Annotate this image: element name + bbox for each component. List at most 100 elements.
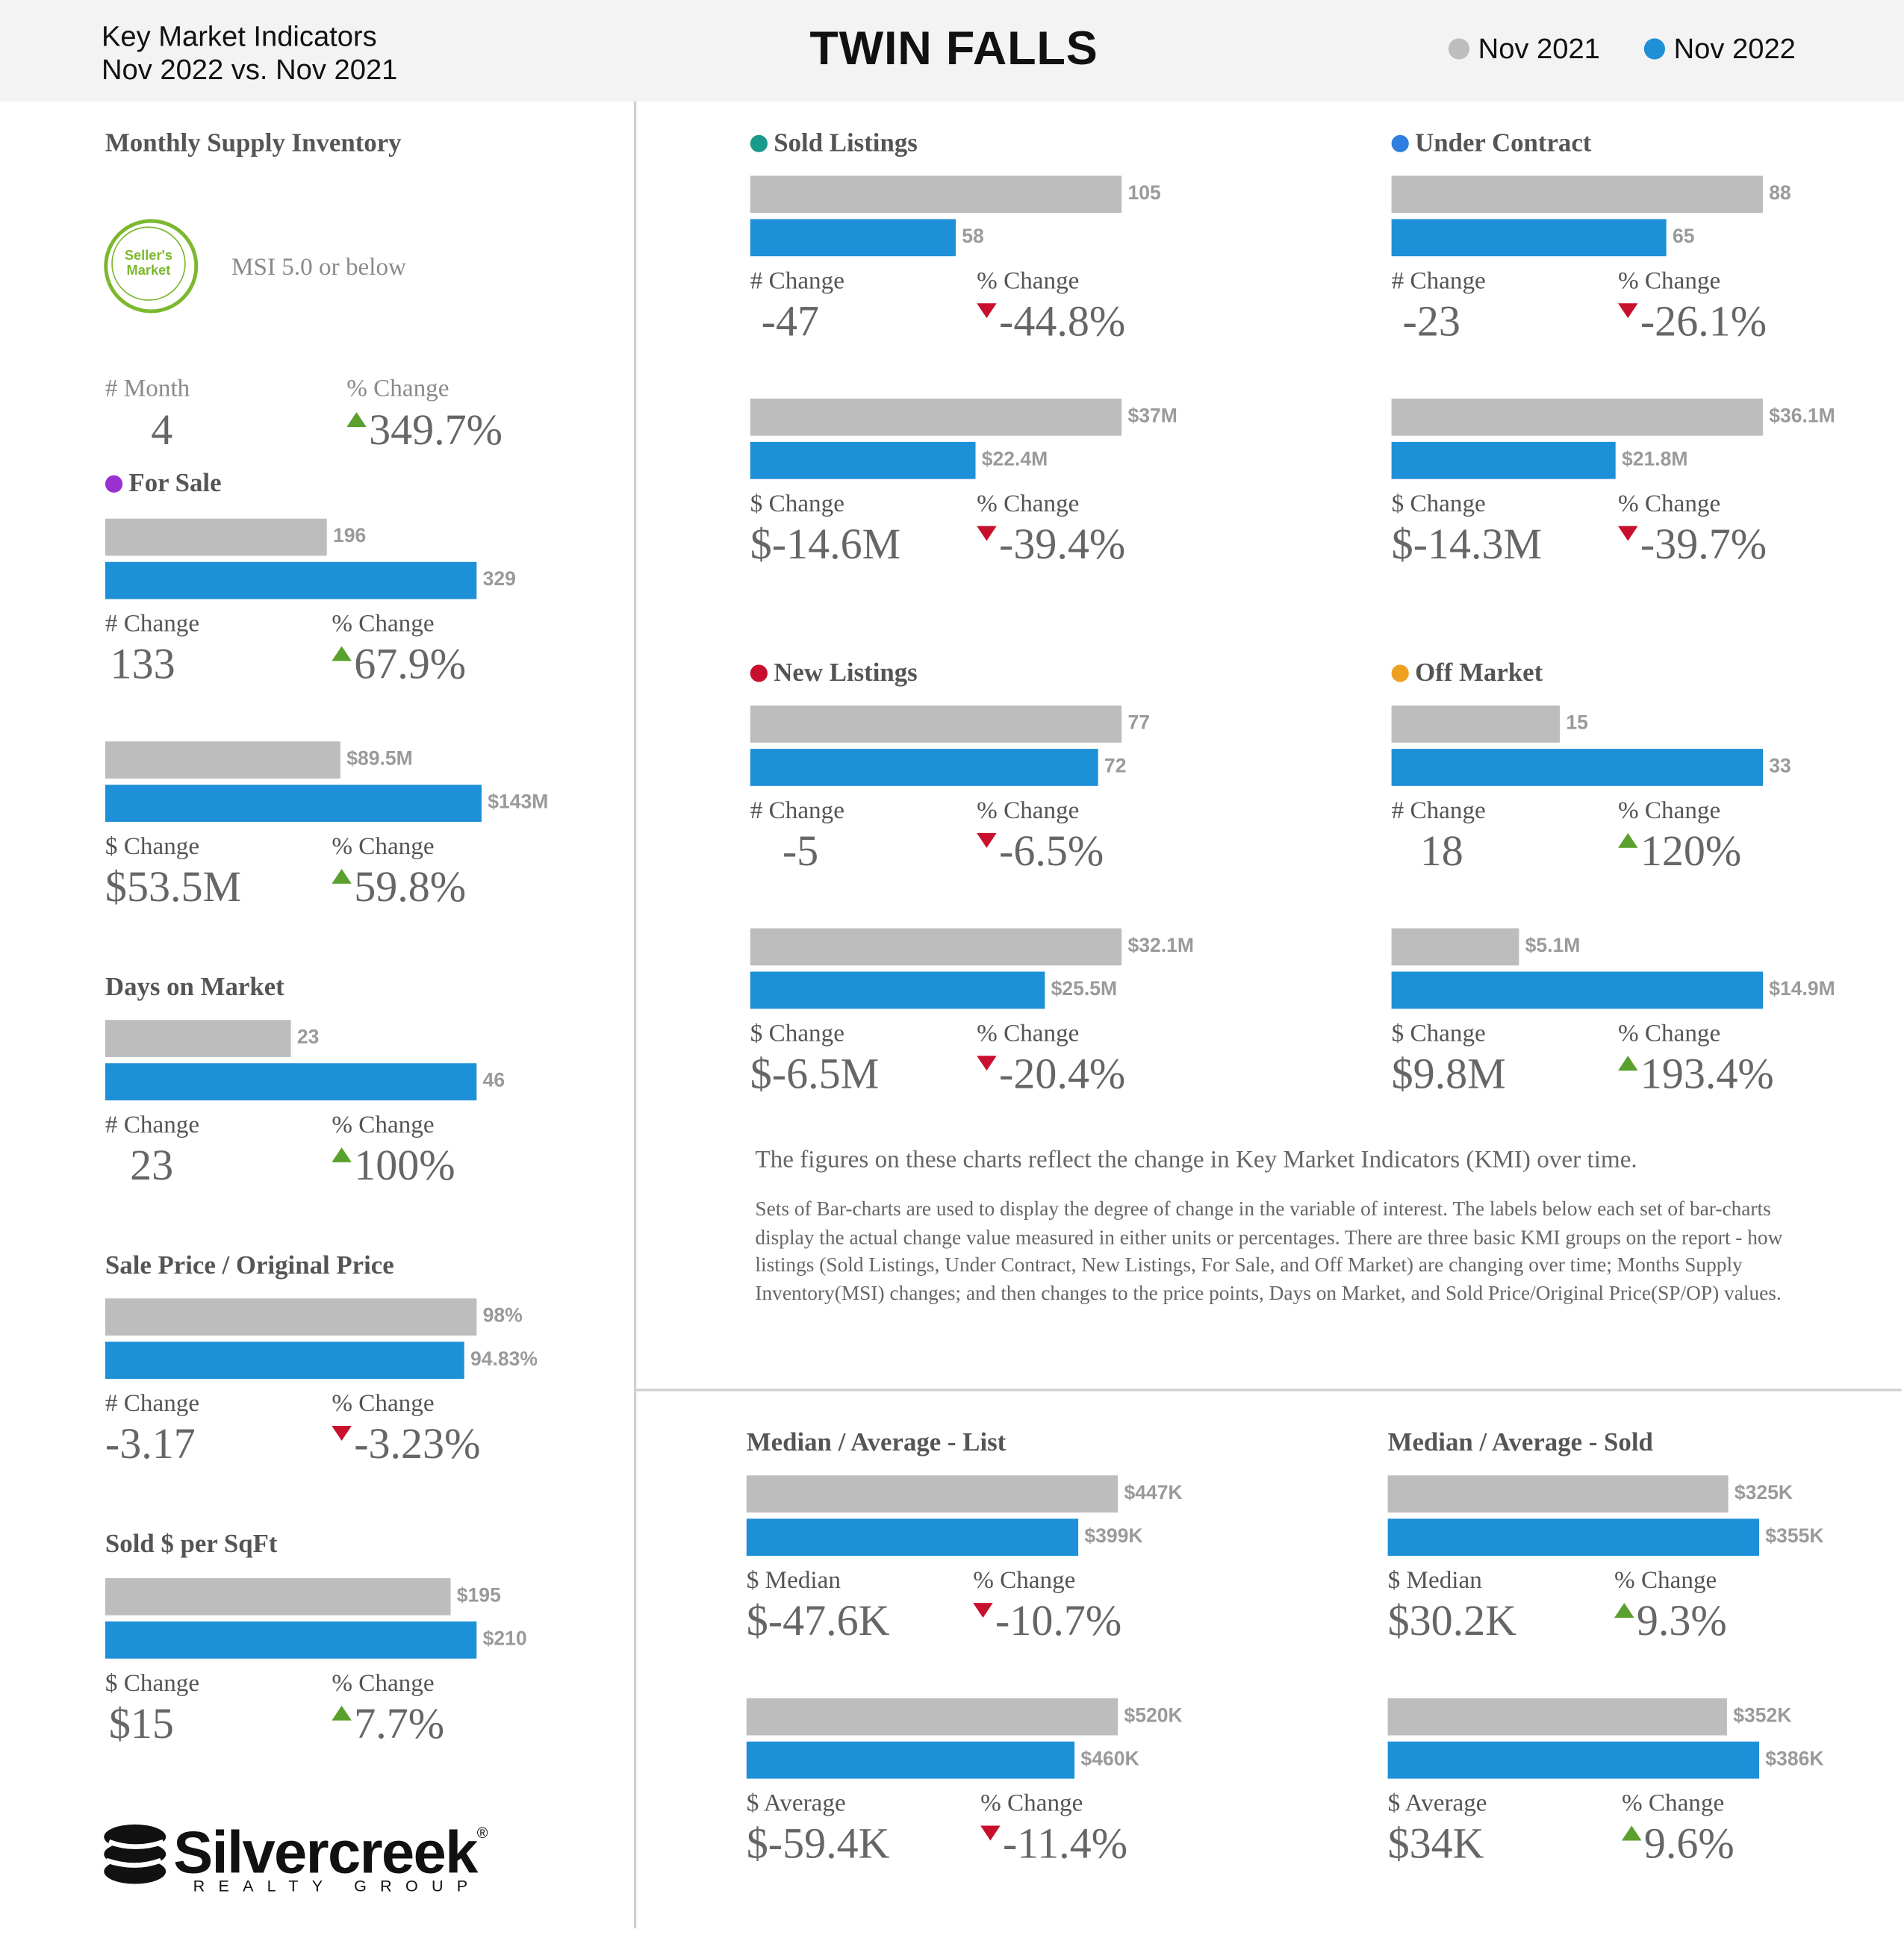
- bar-nov2021: [750, 928, 1122, 966]
- bar-value-label: $21.8M: [1621, 449, 1688, 471]
- chart-title: Days on Market: [105, 972, 284, 1003]
- bar-nov2022: [1391, 219, 1667, 257]
- page-title: TWIN FALLS: [809, 23, 1098, 76]
- up-arrow-icon: [1614, 1603, 1634, 1618]
- up-arrow-icon: [1618, 832, 1638, 848]
- change-value: 23: [130, 1141, 174, 1190]
- pct-change: -3.23%: [332, 1420, 480, 1469]
- legend-dot-icon: [1448, 38, 1470, 60]
- pct-change-value: -20.4%: [999, 1049, 1126, 1098]
- bar-value-label: 105: [1127, 183, 1161, 205]
- down-arrow-icon: [332, 1426, 352, 1441]
- change-label: $ Change: [750, 490, 844, 518]
- pct-change: 120%: [1618, 827, 1741, 876]
- change-label: $ Change: [1391, 1020, 1486, 1047]
- bar-value-label: $352K: [1733, 1705, 1792, 1727]
- chart-title-text: Sold Listings: [774, 127, 918, 158]
- pct-change-value: -11.4%: [1002, 1819, 1128, 1868]
- bar-value-label: $386K: [1765, 1748, 1824, 1770]
- pct-change: 100%: [332, 1141, 455, 1191]
- pct-change-value: 100%: [354, 1141, 455, 1190]
- bar-value-label: $37M: [1127, 405, 1177, 428]
- bar-value-label: $399K: [1084, 1526, 1143, 1548]
- pct-change: -11.4%: [980, 1819, 1127, 1869]
- bar-nov2022: [1387, 1741, 1760, 1779]
- bar-value-label: 33: [1769, 756, 1791, 778]
- pct-change-label: % Change: [1614, 1567, 1717, 1595]
- legend-dot-icon: [1643, 38, 1666, 60]
- bar-value-label: $25.5M: [1051, 979, 1118, 1000]
- change-value: 133: [110, 640, 175, 688]
- pct-change-label: % Change: [1618, 490, 1721, 518]
- change-label: # Change: [750, 797, 844, 825]
- msi-pct-change: 349.7%: [346, 406, 503, 455]
- down-arrow-icon: [977, 1056, 997, 1071]
- down-arrow-icon: [977, 526, 997, 541]
- change-label: # Change: [105, 610, 200, 638]
- up-arrow-icon: [346, 412, 367, 428]
- bar-nov2021: [750, 705, 1122, 743]
- chart-title-text: Under Contract: [1415, 127, 1592, 158]
- chart-title-text: Days on Market: [105, 971, 284, 1002]
- change-value: $-14.6M: [750, 520, 901, 569]
- pct-change-label: % Change: [1618, 267, 1721, 295]
- pct-change-label: % Change: [332, 832, 435, 861]
- pct-change: 193.4%: [1618, 1050, 1774, 1099]
- logo-registered: ®: [476, 1824, 488, 1842]
- chart-title-text: Median / Average - List: [746, 1427, 1007, 1457]
- change-label: $ Average: [746, 1789, 846, 1817]
- bar-nov2021: [746, 1698, 1119, 1736]
- bar-value-label: 46: [482, 1071, 505, 1092]
- pct-change-value: -26.1%: [1640, 296, 1767, 346]
- legend-item-nov2022: Nov 2022: [1643, 32, 1796, 66]
- change-value: $-47.6K: [746, 1596, 890, 1645]
- legend-label: Nov 2021: [1478, 32, 1600, 65]
- bar-nov2022: [1387, 1518, 1760, 1557]
- bar-value-label: 72: [1104, 756, 1127, 778]
- bullet-dot-icon: [750, 664, 768, 682]
- change-value: -47: [761, 296, 820, 346]
- pct-change: -26.1%: [1618, 297, 1767, 346]
- pct-change-label: % Change: [973, 1567, 1076, 1595]
- change-label: $ Median: [1387, 1567, 1482, 1595]
- pct-change-value: 120%: [1640, 826, 1742, 876]
- pct-change-label: % Change: [980, 1789, 1083, 1817]
- logo-wordmark: Silvercreek®: [173, 1819, 488, 1887]
- logo-subtext: REALTY GROUP: [193, 1876, 482, 1895]
- change-value: -23: [1402, 296, 1460, 346]
- pct-change-value: 7.7%: [354, 1699, 445, 1748]
- chart-title: New Listings: [750, 657, 918, 688]
- change-label: # Change: [105, 1389, 200, 1418]
- pct-change-value: 59.8%: [354, 862, 467, 912]
- bullet-dot-icon: [1391, 134, 1409, 152]
- down-arrow-icon: [977, 832, 997, 848]
- bar-nov2022: [105, 785, 482, 822]
- change-label: # Change: [1391, 267, 1486, 295]
- up-arrow-icon: [332, 646, 352, 661]
- change-label: $ Average: [1387, 1789, 1487, 1817]
- down-arrow-icon: [1618, 303, 1638, 319]
- pct-change-label: % Change: [1618, 797, 1721, 825]
- bullet-dot-icon: [105, 474, 123, 493]
- pct-change: 7.7%: [332, 1699, 444, 1748]
- bar-value-label: $89.5M: [346, 749, 413, 770]
- pct-change: 9.6%: [1621, 1819, 1735, 1869]
- bullet-dot-icon: [1391, 664, 1409, 682]
- vertical-divider: [633, 101, 637, 1929]
- pct-change-label: % Change: [977, 490, 1080, 518]
- bar-nov2021: [105, 741, 340, 779]
- change-label: # Change: [105, 1111, 200, 1139]
- bar-value-label: 15: [1566, 713, 1588, 735]
- bar-value-label: 77: [1127, 713, 1150, 735]
- bar-value-label: 58: [962, 226, 984, 248]
- pct-change-label: % Change: [977, 267, 1080, 295]
- bar-value-label: $355K: [1765, 1526, 1824, 1548]
- pct-change: -44.8%: [977, 297, 1125, 346]
- bar-value-label: $210: [482, 1628, 527, 1651]
- change-value: $53.5M: [105, 862, 242, 912]
- change-value: $15: [108, 1699, 174, 1748]
- bar-nov2022: [1391, 971, 1763, 1009]
- bar-nov2021: [105, 1577, 451, 1616]
- bar-nov2021: [750, 175, 1122, 214]
- header-subtitle-line2: Nov 2022 vs. Nov 2021: [101, 53, 398, 86]
